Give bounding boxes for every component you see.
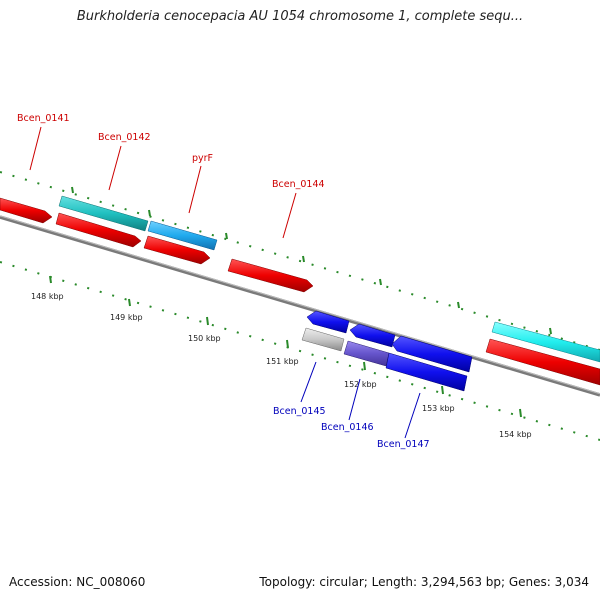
gene-feature[interactable] [143, 235, 211, 265]
label-leaders-top [29, 126, 297, 239]
gene-feature[interactable] [391, 335, 473, 373]
ruler-label-150: 150 kbp [188, 334, 221, 343]
genome-summary-text: Topology: circular; Length: 3,294,563 bp… [259, 575, 589, 589]
gene-feature[interactable] [147, 220, 218, 251]
gene-feature[interactable] [385, 352, 468, 392]
gene-feature[interactable] [301, 327, 345, 352]
ruler-dotted-track [0, 261, 600, 441]
gene-feature[interactable] [349, 323, 396, 348]
gene-label-bcen-0146[interactable]: Bcen_0146 [321, 422, 374, 433]
gene-feature[interactable] [58, 195, 149, 232]
ruler-label-148: 148 kbp [31, 292, 64, 301]
ruler-label-152: 152 kbp [344, 380, 377, 389]
ruler-tick-149 [128, 298, 131, 307]
upper-track-ticks [71, 186, 552, 335]
gene-feature[interactable] [227, 258, 314, 293]
ruler: 148 kbp 149 kbp 150 kbp 151 kbp 152 kbp … [31, 275, 532, 439]
forward-strand-features[interactable] [0, 195, 600, 386]
ruler-tick-151 [286, 339, 289, 349]
label-leaders-bottom [300, 361, 421, 439]
ruler-tick-148 [49, 275, 52, 284]
gene-label-bcen-0144[interactable]: Bcen_0144 [272, 179, 325, 190]
ruler-tick-154 [519, 408, 522, 418]
gene-label-pyrf[interactable]: pyrF [192, 153, 213, 164]
gene-feature[interactable] [306, 310, 350, 334]
ruler-tick-150 [206, 316, 209, 326]
gene-label-bcen-0141[interactable]: Bcen_0141 [17, 113, 70, 124]
reverse-strand-features[interactable] [301, 310, 473, 392]
chromosome-backbone [0, 215, 600, 397]
gene-label-bcen-0145[interactable]: Bcen_0145 [273, 406, 326, 417]
gene-feature[interactable] [55, 212, 142, 248]
ruler-label-149: 149 kbp [110, 313, 143, 322]
map-title: Burkholderia cenocepacia AU 1054 chromos… [76, 9, 524, 24]
upper-dotted-track [0, 171, 600, 351]
gene-feature[interactable] [491, 321, 600, 363]
gene-label-bcen-0142[interactable]: Bcen_0142 [98, 132, 151, 143]
ruler-tick-153 [441, 385, 444, 395]
ruler-tick-152 [363, 361, 366, 371]
gene-feature[interactable] [485, 338, 600, 386]
gene-feature[interactable] [343, 340, 390, 367]
chromosome-backbone-highlight [0, 215, 600, 395]
ruler-label-154: 154 kbp [499, 430, 532, 439]
gene-feature[interactable] [0, 197, 53, 224]
ruler-label-153: 153 kbp [422, 404, 455, 413]
ruler-label-151: 151 kbp [266, 357, 299, 366]
accession-text: Accession: NC_008060 [9, 575, 146, 589]
gene-labels: Bcen_0141 Bcen_0142 pyrF Bcen_0144 Bcen_… [17, 113, 430, 450]
gene-label-bcen-0147[interactable]: Bcen_0147 [377, 439, 430, 450]
